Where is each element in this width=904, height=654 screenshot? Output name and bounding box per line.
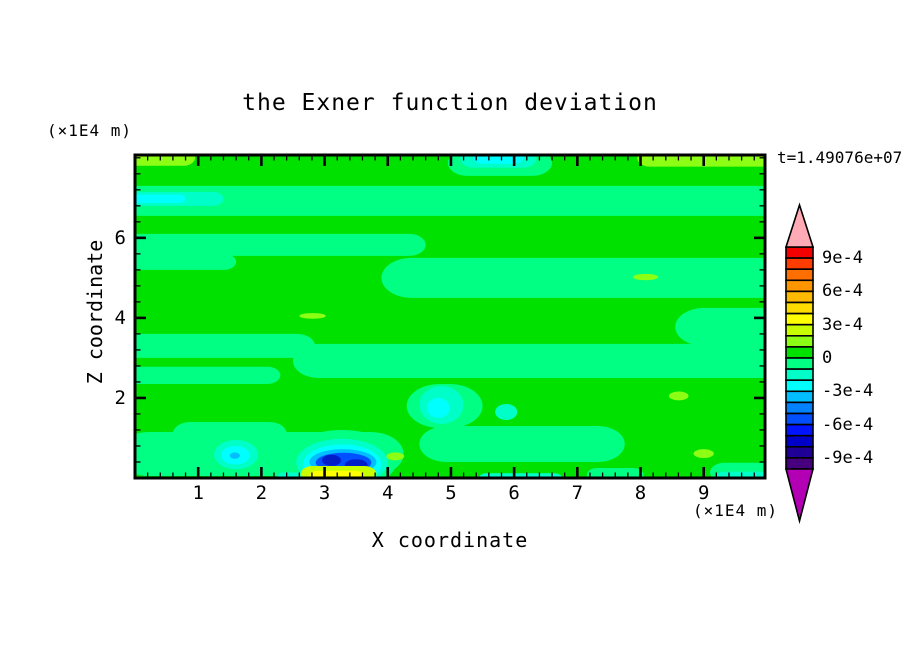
plot-frame [133,153,767,480]
colorbar-segment [785,246,814,259]
timestamp-label: t=1.49076e+07 [777,148,903,167]
colorbar-tick-label: 0 [822,348,833,368]
colorbar-segment [785,357,814,370]
x-tick-label: 6 [508,482,520,504]
x-tick-label: 8 [634,482,647,504]
colorbar-segment [785,279,814,293]
x-tick-label: 5 [445,482,457,504]
colorbar [784,202,815,525]
colorbar-segment [785,401,814,415]
colorbar-segment [785,301,814,315]
x-tick-label: 3 [318,482,331,504]
colorbar-under-arrow [784,468,815,525]
z-tick-label: 4 [114,306,126,329]
x-tick-label: 1 [192,482,204,504]
colorbar-tick-label: 3e-4 [822,314,863,335]
colorbar-segment [785,323,814,337]
colorbar-segment [785,346,814,359]
colorbar-segment [785,312,814,326]
colorbar-segment [785,268,814,282]
z-tick-label: 2 [114,386,126,409]
x-axis-unit-label: (×1E4 m) [692,501,778,520]
colorbar-tick-label: -9e-4 [822,447,874,468]
colorbar-segment [785,434,814,448]
x-tick-label: 4 [382,482,394,504]
colorbar-segment [785,368,814,382]
z-axis-unit-label: (×1E4 m) [47,121,133,140]
chart-title: the Exner function deviation [242,90,658,116]
colorbar-tick-label: 9e-4 [822,248,863,269]
colorbar-tick-label: -3e-4 [822,381,874,402]
x-axis-title: X coordinate [371,528,529,552]
colorbar-over-arrow [784,202,815,248]
colorbar-segment [785,290,814,304]
colorbar-segment [785,423,814,437]
colorbar-tick-label: -6e-4 [822,414,874,435]
x-tick-label: 7 [571,482,584,504]
colorbar-segment [785,334,814,348]
x-tick-label: 2 [255,482,268,504]
colorbar-segment [785,257,814,271]
plot-field [135,155,765,478]
x-tick-label: 9 [697,482,710,504]
colorbar-segment [785,412,814,426]
colorbar-segment [785,457,814,470]
z-tick-label: 6 [114,226,126,249]
colorbar-segment [785,390,814,404]
colorbar-tick-label: 6e-4 [822,281,863,302]
colorbar-segment [785,379,814,393]
colorbar-segment [785,445,814,459]
